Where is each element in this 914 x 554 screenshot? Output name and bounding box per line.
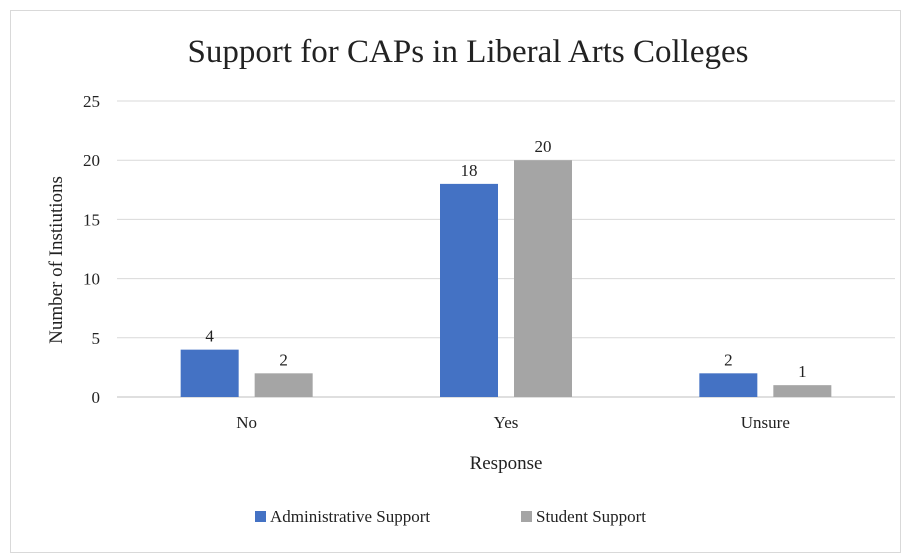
legend-swatch <box>255 511 266 522</box>
x-tick-label: Yes <box>494 413 519 432</box>
data-label: 2 <box>279 350 288 369</box>
y-tick-label: 10 <box>83 270 100 289</box>
data-label: 1 <box>798 362 807 381</box>
bar-unsure-administrative <box>699 373 758 397</box>
gridlines <box>117 100 895 398</box>
bars <box>180 160 832 397</box>
bar-no-administrative <box>180 349 239 397</box>
y-tick-label: 5 <box>92 329 101 348</box>
x-tick-label: No <box>236 413 257 432</box>
legend: Administrative Support Student Support <box>255 507 646 526</box>
y-tick-label: 25 <box>83 92 100 111</box>
data-label: 4 <box>205 327 214 346</box>
y-tick-label: 0 <box>92 388 101 407</box>
y-axis-ticks: 0 5 10 15 20 25 <box>83 92 100 407</box>
bar-unsure-student <box>773 385 832 397</box>
x-axis-ticks: No Yes Unsure <box>236 413 790 432</box>
data-label: 20 <box>535 137 552 156</box>
bar-no-student <box>254 373 313 397</box>
legend-swatch <box>521 511 532 522</box>
legend-label: Student Support <box>536 507 646 526</box>
y-tick-label: 20 <box>83 151 100 170</box>
data-label: 2 <box>724 350 733 369</box>
y-axis-label: Number of Instiutions <box>46 176 67 344</box>
legend-label: Administrative Support <box>270 507 430 526</box>
y-tick-label: 15 <box>83 210 100 229</box>
x-tick-label: Unsure <box>741 413 790 432</box>
bar-yes-administrative <box>440 183 498 397</box>
x-axis-label: Response <box>470 453 543 474</box>
bar-yes-student <box>514 160 572 397</box>
data-label: 18 <box>461 161 478 180</box>
chart-title: Support for CAPs in Liberal Arts College… <box>188 34 749 70</box>
data-labels: 4 2 18 20 2 1 <box>205 137 806 381</box>
